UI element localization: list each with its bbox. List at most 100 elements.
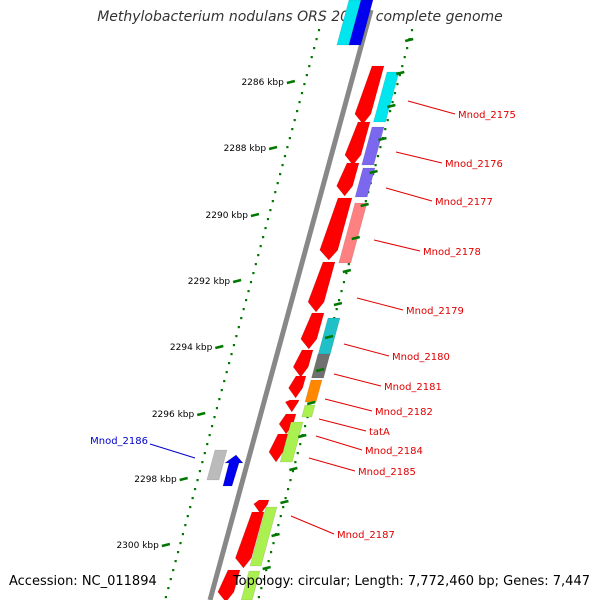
outer-tick [306, 400, 316, 406]
scale-dot [364, 200, 367, 203]
scale-dot [193, 488, 197, 491]
scale-dot [269, 551, 273, 554]
scale-dot [338, 299, 341, 302]
gene-forward-9[interactable] [284, 399, 300, 413]
gene-forward-13[interactable] [235, 511, 265, 569]
scale-dot [401, 65, 404, 68]
scale-dot [274, 191, 277, 194]
scale-dot [210, 425, 214, 428]
scale-dot [201, 461, 204, 464]
gene-forward-14[interactable] [217, 569, 241, 600]
outer-tick [360, 202, 369, 208]
kbp-tick [250, 212, 260, 218]
cog-block-2186[interactable] [206, 449, 228, 481]
scale-dot [293, 119, 296, 122]
callout-line [385, 187, 433, 202]
scale-dot [227, 362, 231, 365]
callout-line [395, 151, 443, 164]
scale-dot [376, 155, 380, 158]
gene-forward-1[interactable] [354, 65, 385, 125]
scale-dot [262, 578, 265, 581]
gene-label[interactable]: Mnod_2176 [445, 159, 503, 170]
outer-tick [324, 334, 334, 340]
scale-dot [398, 74, 401, 77]
gene-label[interactable]: Mnod_2179 [406, 306, 464, 317]
scale-dot [172, 569, 175, 572]
scale-dot [296, 452, 299, 455]
outer-tick [333, 301, 343, 307]
cog-block-4[interactable] [338, 202, 368, 264]
gene-reverse-2186[interactable] [222, 454, 244, 487]
gene-label[interactable]: Mnod_2178 [423, 247, 481, 258]
scale-dot [206, 443, 209, 446]
cog-block-1[interactable] [373, 71, 400, 123]
gene-reverse-top[interactable] [348, 0, 374, 46]
gene-label[interactable]: Mnod_2184 [365, 446, 423, 457]
gene-features[interactable] [206, 0, 400, 600]
scale-dot [269, 209, 272, 212]
scale-dot [342, 281, 346, 284]
cog-block-3[interactable] [354, 167, 376, 198]
scale-dot [176, 551, 180, 554]
scale-dot [230, 353, 233, 356]
cog-block-7[interactable] [304, 379, 323, 403]
kbp-tick [286, 79, 296, 85]
cog-block-11[interactable] [240, 570, 261, 600]
scale-dot [225, 371, 228, 374]
gene-label[interactable]: Mnod_2185 [358, 467, 416, 478]
gene-label[interactable]: Mnod_2175 [458, 110, 516, 121]
outer-tick [404, 37, 414, 43]
gene-labels[interactable]: Mnod_2175 Mnod_2176 Mnod_2177 Mnod_2178 Mnod… [90, 100, 516, 541]
scale-dot [232, 344, 236, 347]
outer-tick [342, 268, 352, 274]
gene-label[interactable]: Mnod_2177 [435, 197, 493, 208]
cog-block-8[interactable] [301, 404, 316, 418]
gene-forward-6[interactable] [300, 312, 325, 350]
map-title: Methylobacterium nodulans ORS 2060, comp… [97, 9, 503, 25]
scale-dot [240, 317, 243, 320]
scale-dot [242, 308, 245, 311]
scale-dot [196, 479, 199, 482]
scale-dot [315, 38, 318, 41]
scale-dot [267, 560, 270, 563]
gene-forward-3[interactable] [336, 162, 360, 197]
gene-label[interactable]: Mnod_2181 [384, 382, 442, 393]
gene-label[interactable]: tatA [369, 427, 390, 438]
scale-dot [313, 47, 316, 50]
scale-dot [213, 416, 216, 419]
scale-dot [260, 587, 263, 590]
cog-block-6[interactable] [311, 353, 331, 379]
callout-line [373, 239, 421, 252]
gene-forward-12[interactable] [253, 499, 270, 515]
kbp-tick [196, 411, 206, 417]
scale-dot [220, 389, 223, 392]
gene-forward-11[interactable] [268, 433, 289, 463]
gene-label[interactable]: Mnod_2186 [90, 436, 148, 447]
scale-dot [271, 200, 274, 203]
gene-label[interactable]: Mnod_2182 [375, 407, 433, 418]
gene-forward-8[interactable] [288, 375, 307, 399]
scale-dot [257, 254, 260, 257]
cog-block-2[interactable] [361, 126, 385, 166]
scale-dot [406, 47, 409, 50]
gene-forward-5[interactable] [307, 261, 336, 313]
scale-dot [181, 533, 185, 536]
scale-dot [266, 218, 270, 221]
gene-forward-7[interactable] [292, 349, 314, 378]
outer-tick [280, 499, 289, 505]
kbp-tick [179, 476, 188, 482]
kbp-label: 2288 kbp [224, 144, 267, 154]
scale-dot [340, 290, 343, 293]
scale-dot [179, 542, 182, 545]
gene-forward-4[interactable] [319, 197, 353, 261]
outer-tick [262, 565, 271, 571]
scale-dot [300, 92, 304, 95]
cog-block-10[interactable] [249, 506, 278, 567]
gene-label[interactable]: Mnod_2187 [337, 530, 395, 541]
cog-block-9[interactable] [279, 421, 304, 463]
gene-forward-2[interactable] [344, 121, 371, 166]
scale-dot [393, 92, 397, 95]
scale-dot [289, 479, 292, 482]
gene-label[interactable]: Mnod_2180 [392, 352, 450, 363]
